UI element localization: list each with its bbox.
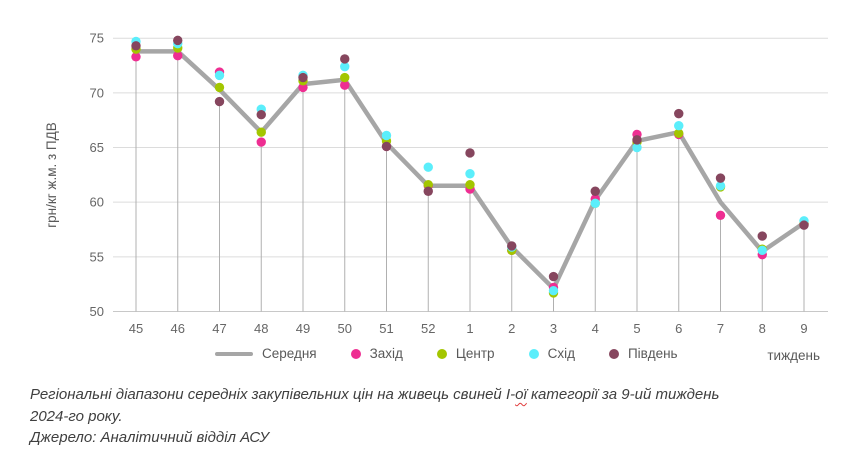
point-Схід-week-51	[381, 130, 392, 141]
x-tick-7: 7	[717, 321, 724, 336]
point-Схід-week-7	[715, 181, 726, 191]
point-Південь-week-5	[632, 135, 642, 145]
x-tick-51: 51	[379, 321, 393, 336]
legend-item-Південь: Південь	[608, 345, 678, 363]
point-Центр-week-47	[214, 82, 225, 93]
x-tick-5: 5	[633, 321, 640, 336]
point-Південь-week-46	[173, 35, 183, 46]
x-tick-1: 1	[466, 321, 473, 336]
point-Південь-week-51	[381, 141, 392, 152]
caption: Регіональні діапазони середніх закупівел…	[30, 384, 842, 449]
point-Центр-week-6	[674, 128, 684, 139]
point-Захід-week-49	[298, 82, 308, 93]
legend-line-swatch-Середня	[215, 352, 253, 356]
y-tick-75: 75	[90, 31, 104, 46]
point-Південь-week-7	[715, 173, 726, 183]
legend-dot-swatch-Захід	[350, 349, 361, 359]
point-Південь-week-1	[465, 148, 475, 158]
point-Південь-week-52	[423, 186, 433, 196]
caption-misspelled-word: ої	[515, 386, 527, 403]
point-Схід-week-5	[632, 142, 642, 153]
point-Південь-week-45	[131, 41, 141, 51]
y-tick-55: 55	[90, 249, 104, 264]
legend-label-Центр: Центр	[455, 346, 495, 361]
y-axis-title: грн/кг ж.м. з ПДВ	[44, 122, 59, 228]
x-tick-46: 46	[171, 321, 185, 336]
x-tick-labels: 45 46 47 48 49 50 51 52 1 2 3 4 5 6 7 8 9	[129, 321, 808, 336]
point-Захід-week-45	[131, 52, 141, 62]
caption-line-1: Регіональні діапазони середніх закупівел…	[30, 384, 842, 406]
y-tick-50: 50	[90, 304, 104, 319]
legend-label-Захід: Захід	[369, 346, 403, 361]
point-Південь-week-8	[757, 231, 767, 241]
point-Схід-week-6	[674, 120, 684, 131]
legend-item-Середня: Середня	[215, 345, 317, 363]
point-Південь-week-47	[214, 96, 225, 107]
point-Центр-week-1	[465, 179, 475, 190]
point-Схід-week-3	[548, 286, 559, 296]
chart-legend: Середня Захід Центр Схід Південь	[215, 345, 678, 363]
point-Схід-week-52	[423, 162, 433, 172]
caption-text: категорії за 9-ий тиждень	[526, 386, 720, 403]
x-tick-9: 9	[800, 321, 807, 336]
legend-dot-swatch-Центр	[436, 349, 447, 359]
x-tick-6: 6	[675, 321, 682, 336]
point-Центр-week-48	[256, 127, 266, 137]
legend-dot-swatch-Південь	[608, 349, 619, 359]
legend-dot-swatch-Схід	[528, 349, 539, 359]
y-tick-65: 65	[90, 140, 104, 155]
point-Південь-week-48	[256, 110, 266, 120]
x-tick-47: 47	[212, 321, 226, 336]
point-Схід-week-47	[214, 70, 225, 81]
point-Південь-week-3	[548, 271, 559, 282]
x-tick-8: 8	[759, 321, 766, 336]
x-tick-2: 2	[508, 321, 515, 336]
point-Південь-week-9	[799, 220, 809, 230]
drop-lines	[135, 57, 805, 312]
point-Захід-week-48	[256, 137, 266, 147]
point-Схід-week-4	[590, 198, 600, 208]
series-Південь	[131, 35, 809, 282]
point-Південь-week-6	[674, 108, 684, 119]
legend-label-Середня: Середня	[262, 346, 317, 361]
legend-label-Південь: Південь	[627, 346, 678, 361]
point-Захід-week-7	[715, 210, 726, 220]
plot-series	[131, 35, 809, 298]
x-tick-4: 4	[592, 321, 599, 336]
x-tick-52: 52	[421, 321, 435, 336]
caption-line-2: 2024-го року.	[30, 407, 123, 425]
point-Південь-week-49	[298, 72, 308, 83]
caption-text: Регіональні діапазони середніх закупівел…	[30, 386, 516, 403]
legend-item-Центр: Центр	[436, 345, 495, 363]
legend-item-Захід: Захід	[350, 345, 403, 363]
point-Південь-week-4	[590, 186, 600, 196]
x-axis-title: тиждень	[767, 348, 820, 363]
y-tick-70: 70	[90, 85, 104, 100]
point-Захід-week-46	[173, 50, 183, 61]
legend-item-Схід: Схід	[528, 345, 575, 363]
point-Південь-week-50	[340, 54, 350, 64]
point-Південь-week-2	[507, 241, 517, 251]
x-tick-50: 50	[338, 321, 352, 336]
y-tick-60: 60	[90, 195, 104, 210]
point-Захід-week-50	[340, 80, 350, 90]
x-tick-3: 3	[550, 321, 557, 336]
point-Схід-week-1	[465, 169, 475, 179]
point-Схід-week-8	[757, 245, 767, 255]
y-tick-labels: 50 55 60 65 70 75	[90, 31, 104, 319]
x-tick-48: 48	[254, 321, 268, 336]
legend-label-Схід: Схід	[547, 346, 575, 361]
point-Центр-week-50	[340, 72, 350, 83]
caption-source: Джерело: Аналітичний відділ АСУ	[30, 429, 269, 446]
point-Центр-week-52	[423, 179, 433, 190]
x-tick-49: 49	[296, 321, 310, 336]
x-tick-45: 45	[129, 321, 143, 336]
point-Схід-week-50	[340, 61, 350, 72]
